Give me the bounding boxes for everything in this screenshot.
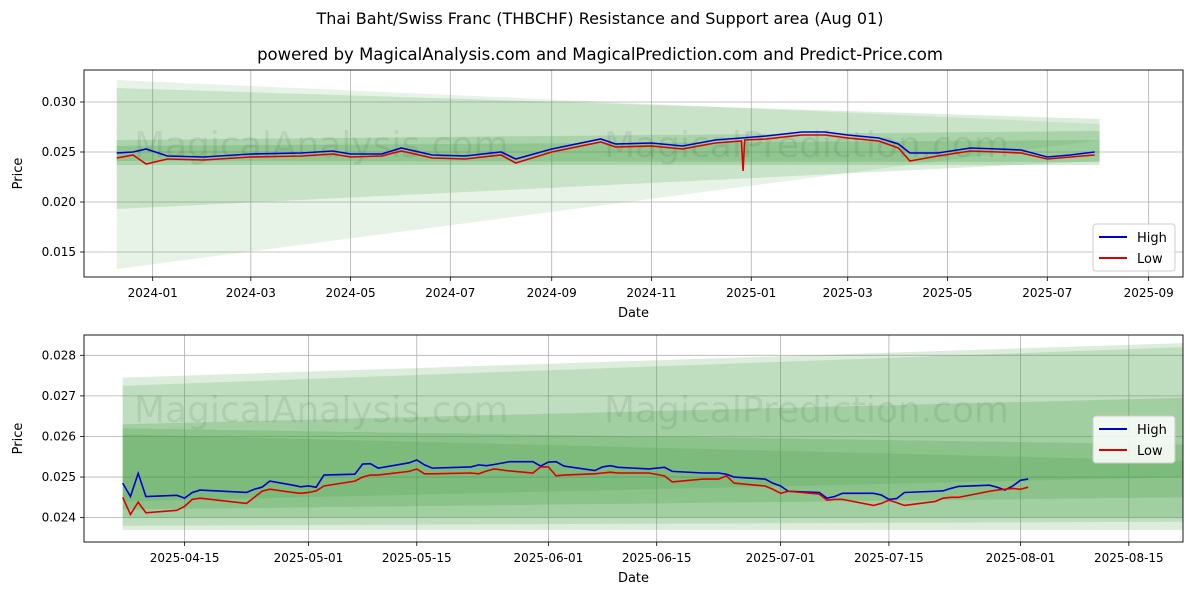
watermark-analysis: MagicalAnalysis.com <box>134 390 508 431</box>
legend-label-low: Low <box>1137 252 1163 267</box>
y-tick-label: 0.025 <box>42 470 76 484</box>
legend-label-high: High <box>1137 423 1167 438</box>
band-area <box>122 347 1183 526</box>
y-tick-label: 0.026 <box>42 429 76 443</box>
band-area <box>116 88 1100 209</box>
plot-frame <box>83 69 1184 278</box>
band-area <box>122 343 1183 530</box>
x-axis-label: Date <box>618 306 649 321</box>
series-line-high <box>122 459 1029 501</box>
x-tick-label: 2025-08-01 <box>986 551 1056 565</box>
x-tick-label: 2025-07-01 <box>746 551 816 565</box>
x-tick-label: 2025-07 <box>1022 286 1072 300</box>
x-tick-label: 2025-08-15 <box>1094 551 1164 565</box>
y-tick-label: 0.024 <box>42 511 76 525</box>
watermark-prediction: MagicalPrediction.com <box>604 125 1009 166</box>
legend: High Low <box>1092 415 1176 464</box>
support-resistance-bands <box>122 343 1183 530</box>
x-tick-label: 2024-09 <box>527 286 577 300</box>
x-tick-label: 2025-03 <box>823 286 873 300</box>
y-tick-label: 0.015 <box>42 245 76 259</box>
x-tick-label: 2025-06-15 <box>622 551 692 565</box>
legend-label-low: Low <box>1137 444 1163 459</box>
x-tick-label: 2024-01 <box>128 286 178 300</box>
y-tick-label: 0.027 <box>42 389 76 403</box>
legend-box <box>1092 223 1176 272</box>
x-tick-label: 2025-04-15 <box>150 551 220 565</box>
support-resistance-bands <box>116 80 1100 269</box>
x-tick-label: 2025-01 <box>726 286 776 300</box>
y-tick-label: 0.028 <box>42 348 76 362</box>
x-tick-label: 2025-06-01 <box>513 551 583 565</box>
y-axis-label: Price <box>11 423 26 455</box>
x-tick-label: 2025-05-15 <box>382 551 452 565</box>
legend: High Low <box>1092 223 1176 272</box>
chart-panel-2: MagicalAnalysis.com MagicalPrediction.com… <box>11 334 1184 586</box>
x-tick-label: 2024-07 <box>425 286 475 300</box>
series-line-low <box>121 466 1029 517</box>
legend-label-high: High <box>1137 231 1167 246</box>
y-tick-label: 0.025 <box>42 145 76 159</box>
x-axis-label: Date <box>618 571 649 586</box>
chart-title: Thai Baht/Swiss Franc (THBCHF) Resistanc… <box>316 9 884 28</box>
x-tick-label: 2025-05-01 <box>274 551 344 565</box>
x-tick-label: 2024-05 <box>326 286 376 300</box>
band-area <box>116 80 1100 269</box>
y-tick-label: 0.030 <box>42 95 76 109</box>
y-tick-label: 0.020 <box>42 195 76 209</box>
series-line-low <box>116 134 1095 172</box>
x-tick-label: 2024-03 <box>226 286 276 300</box>
watermark-prediction: MagicalPrediction.com <box>604 390 1009 431</box>
x-tick-label: 2025-05 <box>922 286 972 300</box>
band-area <box>122 397 1183 518</box>
chart-panel-1: MagicalAnalysis.com MagicalPrediction.com… <box>11 69 1184 321</box>
y-axis-label: Price <box>11 158 26 190</box>
x-tick-label: 2025-07-15 <box>854 551 924 565</box>
plot-frame <box>83 334 1184 543</box>
x-tick-label: 2025-09 <box>1124 286 1174 300</box>
legend-box <box>1092 415 1176 464</box>
series-line-high <box>116 131 1095 160</box>
x-tick-label: 2024-11 <box>626 286 676 300</box>
chart-subtitle: powered by MagicalAnalysis.com and Magic… <box>257 45 943 64</box>
